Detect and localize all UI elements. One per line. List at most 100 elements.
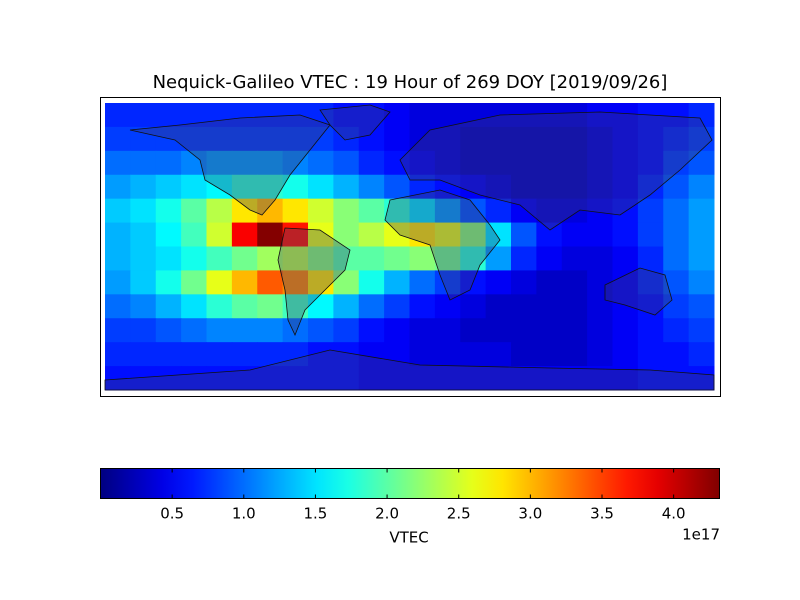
greenland — [319, 104, 391, 141]
heat-cell — [485, 294, 512, 319]
heat-cell — [511, 198, 537, 224]
heat-cell — [384, 318, 410, 343]
heat-cell — [231, 222, 258, 247]
heat-cell — [105, 222, 131, 247]
heat-cell — [536, 126, 563, 152]
antarctica — [104, 349, 715, 391]
heat-cell — [663, 150, 690, 176]
heat-cell — [434, 294, 461, 319]
heat-cell — [155, 174, 182, 200]
heat-cell — [536, 366, 563, 391]
heat-cell — [358, 222, 385, 247]
heat-cell — [384, 222, 410, 247]
heat-cell — [587, 126, 613, 152]
heat-cell — [688, 270, 715, 295]
heat-cell — [460, 103, 487, 128]
heat-cell — [333, 126, 360, 152]
heat-cell — [155, 222, 182, 247]
heat-cell — [130, 246, 157, 271]
heat-cell — [536, 222, 563, 247]
heat-cell — [333, 198, 360, 224]
heat-cell — [587, 174, 613, 200]
heat-cell — [485, 222, 512, 247]
heat-cell — [561, 342, 588, 367]
heat-cell — [485, 318, 512, 343]
heat-cell — [561, 294, 588, 319]
heat-cell — [206, 342, 233, 367]
colorbar-tick-label: 0.5 — [160, 505, 184, 523]
heat-cell — [688, 103, 715, 128]
heat-cell — [206, 246, 233, 271]
heat-cell — [257, 366, 284, 391]
heat-cell — [181, 222, 207, 247]
map-title: Nequick-Galileo VTEC : 19 Hour of 269 DO… — [153, 72, 668, 93]
heat-cell — [688, 198, 715, 224]
heat-cell — [561, 222, 588, 247]
colorbar-tick-label: 3.0 — [518, 505, 542, 523]
heat-cell — [206, 318, 233, 343]
heat-cell — [561, 150, 588, 176]
heat-cell — [155, 103, 182, 128]
heat-cell — [231, 150, 258, 176]
heat-cell — [358, 318, 385, 343]
heat-cell — [511, 366, 537, 391]
heat-cell — [688, 150, 715, 176]
heat-cell — [282, 342, 309, 367]
heat-cell — [409, 198, 436, 224]
heat-cell — [409, 294, 436, 319]
heat-cell — [485, 198, 512, 224]
heat-cell — [282, 174, 309, 200]
heat-cell — [206, 103, 233, 128]
heat-cell — [308, 294, 334, 319]
heat-cell — [409, 246, 436, 271]
heat-cell — [155, 342, 182, 367]
heat-cell — [688, 246, 715, 271]
heat-cell — [155, 126, 182, 152]
heat-cell — [637, 126, 664, 152]
heat-cell — [384, 103, 410, 128]
heat-cell — [612, 174, 639, 200]
colorbar-tick-label: 2.5 — [447, 505, 471, 523]
heat-cell — [409, 366, 436, 391]
heat-cell — [257, 294, 284, 319]
heat-cell — [511, 150, 537, 176]
heat-cell — [587, 318, 613, 343]
heat-cell — [181, 294, 207, 319]
heat-cell — [358, 366, 385, 391]
heat-cell — [409, 318, 436, 343]
heat-cell — [460, 198, 487, 224]
heat-cell — [206, 126, 233, 152]
heat-cell — [181, 198, 207, 224]
heat-cell — [181, 342, 207, 367]
heat-cell — [206, 222, 233, 247]
heat-cell — [612, 103, 639, 128]
heat-cell — [206, 174, 233, 200]
heat-cell — [358, 246, 385, 271]
heat-cell — [460, 318, 487, 343]
heat-cell — [358, 270, 385, 295]
heat-cell — [460, 246, 487, 271]
heat-cell — [181, 366, 207, 391]
heat-cell — [485, 246, 512, 271]
heat-cell — [637, 150, 664, 176]
heat-cell — [181, 246, 207, 271]
heat-cell — [587, 150, 613, 176]
heat-cell — [155, 294, 182, 319]
heat-cell — [663, 246, 690, 271]
heat-cell — [511, 294, 537, 319]
heat-cell — [257, 198, 284, 224]
heat-cell — [663, 294, 690, 319]
heat-cell — [282, 126, 309, 152]
colorbar-tick-label: 1.0 — [232, 505, 256, 523]
heat-cell — [688, 342, 715, 367]
heat-cell — [587, 198, 613, 224]
heat-cell — [384, 294, 410, 319]
heat-cell — [181, 174, 207, 200]
heat-cell — [663, 270, 690, 295]
heat-cell — [536, 270, 563, 295]
heat-cell — [282, 150, 309, 176]
heat-cell — [105, 318, 131, 343]
heat-cell — [485, 174, 512, 200]
